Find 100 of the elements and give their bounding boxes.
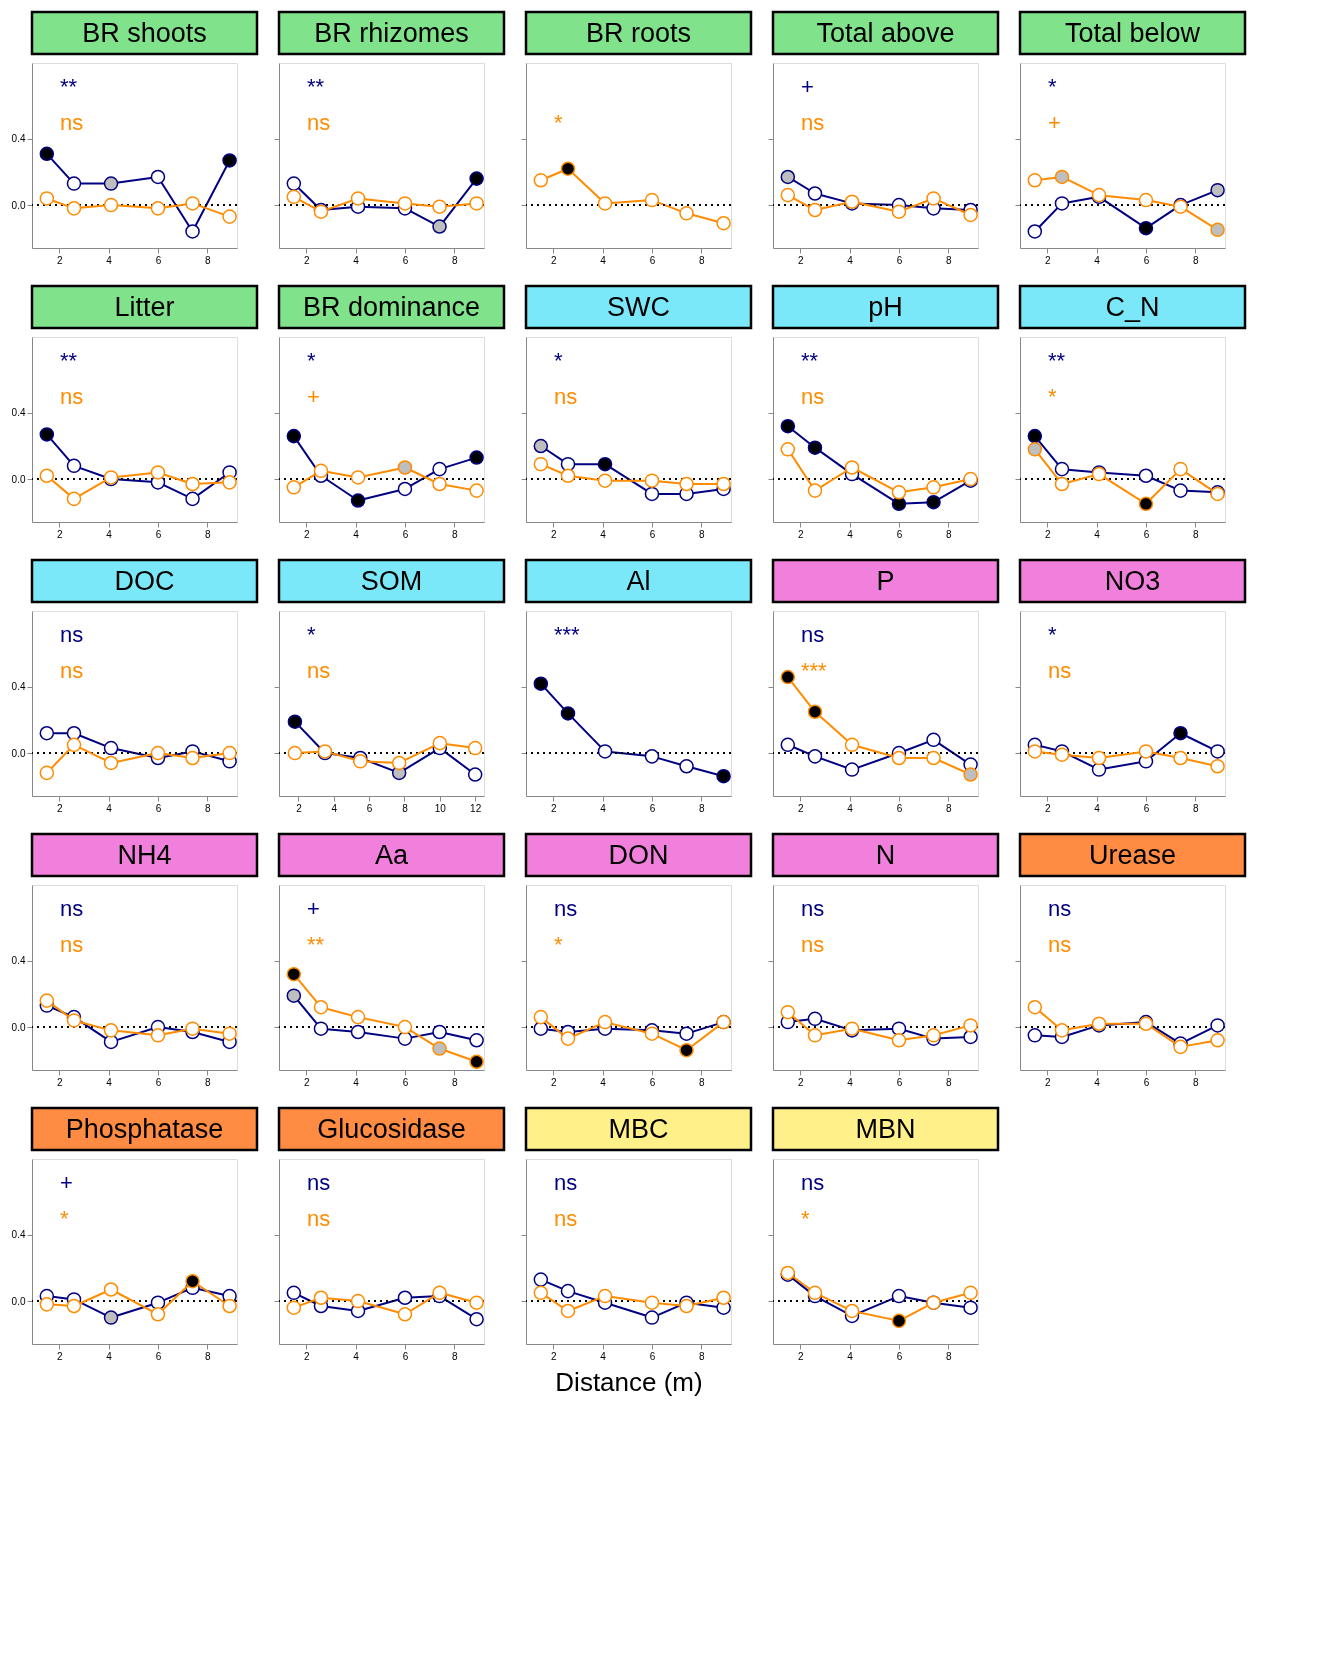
x-tick-label: 2 (56, 1076, 63, 1088)
annotation: + (307, 384, 320, 409)
chart-title: pH (868, 292, 903, 322)
chart-title: Glucosidase (317, 1114, 466, 1144)
y-tick-label: 0.4 (11, 955, 26, 967)
x-tick-label: 2 (550, 1350, 557, 1362)
chart-title: Total above (816, 18, 955, 48)
y-tick-label: 0.4 (11, 407, 26, 419)
annotation: ns (801, 932, 825, 957)
annotation: * (554, 932, 563, 957)
x-tick-label: 8 (452, 1350, 459, 1362)
chart-title: Urease (1088, 840, 1177, 870)
x-tick-label: 6 (896, 528, 903, 540)
annotation: * (60, 1206, 69, 1231)
chart-title: SWC (607, 292, 670, 322)
annotation: * (1048, 74, 1057, 99)
annotation: ns (1048, 932, 1072, 957)
chart-title: Phosphatase (65, 1114, 224, 1144)
x-tick-label: 6 (402, 254, 409, 266)
annotation: *** (801, 658, 828, 683)
x-tick-label: 6 (155, 1350, 162, 1362)
x-tick-label: 4 (600, 802, 607, 814)
x-tick-label: 4 (353, 254, 360, 266)
y-tick-label: 0.0 (11, 747, 26, 759)
chart-title: Al (626, 566, 651, 596)
x-tick-label: 4 (847, 1350, 854, 1362)
annotation: *** (554, 622, 581, 647)
x-tick-label: 4 (1094, 1076, 1101, 1088)
x-tick-label: 6 (896, 802, 903, 814)
x-tick-label: 8 (402, 802, 409, 814)
annotation: ns (554, 1206, 578, 1231)
x-tick-label: 6 (366, 802, 373, 814)
chart-title: P (876, 566, 895, 596)
annotation: ns (60, 896, 84, 921)
annotation: + (801, 74, 814, 99)
x-tick-label: 2 (1044, 1076, 1051, 1088)
x-tick-label: 2 (550, 802, 557, 814)
x-tick-label: 2 (1044, 528, 1051, 540)
annotation: ns (554, 384, 578, 409)
annotation: ** (801, 348, 819, 373)
y-tick-label: 0.4 (11, 133, 26, 145)
x-tick-label: 8 (1193, 254, 1200, 266)
annotation: ns (801, 110, 825, 135)
x-tick-label: 2 (550, 1076, 557, 1088)
x-tick-label: 6 (402, 1076, 409, 1088)
x-tick-label: 6 (402, 1350, 409, 1362)
x-tick-label: 4 (847, 1076, 854, 1088)
chart-title: Litter (114, 292, 175, 322)
annotation: ns (1048, 658, 1072, 683)
x-tick-label: 2 (56, 802, 63, 814)
x-tick-label: 6 (155, 802, 162, 814)
x-tick-label: 2 (303, 254, 310, 266)
x-tick-label: 2 (797, 1076, 804, 1088)
x-tick-label: 8 (205, 1076, 212, 1088)
x-tick-label: 8 (1193, 528, 1200, 540)
chart-title: MBC (608, 1114, 669, 1144)
x-tick-label: 2 (56, 254, 63, 266)
chart-title: MBN (855, 1114, 916, 1144)
x-tick-label: 8 (205, 528, 212, 540)
x-tick-label: 2 (1044, 254, 1051, 266)
x-tick-label: 8 (946, 254, 953, 266)
x-tick-label: 6 (1143, 254, 1150, 266)
chart-title: NO3 (1104, 566, 1161, 596)
x-tick-label: 4 (847, 528, 854, 540)
x-tick-label: 2 (303, 1350, 310, 1362)
x-tick-label: 8 (699, 1076, 706, 1088)
x-tick-label: 6 (649, 1076, 656, 1088)
x-tick-label: 8 (946, 802, 953, 814)
x-tick-label: 6 (896, 254, 903, 266)
x-tick-label: 8 (699, 1350, 706, 1362)
x-tick-label: 2 (56, 528, 63, 540)
x-tick-label: 6 (649, 528, 656, 540)
x-tick-label: 8 (205, 802, 212, 814)
x-tick-label: 2 (550, 254, 557, 266)
annotation: ** (60, 74, 78, 99)
x-tick-label: 2 (296, 802, 303, 814)
chart-title: BR dominance (302, 292, 481, 322)
x-tick-label: 6 (1143, 802, 1150, 814)
x-tick-label: 2 (1044, 802, 1051, 814)
x-tick-label: 4 (847, 802, 854, 814)
x-tick-label: 2 (303, 528, 310, 540)
annotation: ns (60, 110, 84, 135)
y-tick-label: 0.0 (11, 473, 26, 485)
chart-title: Total below (1064, 18, 1201, 48)
chart-title: DOC (114, 566, 175, 596)
x-tick-label: 4 (106, 528, 113, 540)
x-tick-label: 6 (155, 528, 162, 540)
x-tick-label: 8 (1193, 802, 1200, 814)
x-tick-label: 4 (1094, 528, 1101, 540)
x-tick-label: 6 (649, 1350, 656, 1362)
x-tick-label: 4 (600, 528, 607, 540)
x-tick-label: 4 (600, 1350, 607, 1362)
x-tick-label: 4 (106, 1350, 113, 1362)
x-tick-label: 6 (1143, 1076, 1150, 1088)
x-tick-label: 8 (452, 254, 459, 266)
annotation: ** (60, 348, 78, 373)
chart-title: C_N (1105, 292, 1160, 322)
annotation: ns (307, 1170, 331, 1195)
y-tick-label: 0.4 (11, 1229, 26, 1241)
annotation: ns (60, 622, 84, 647)
